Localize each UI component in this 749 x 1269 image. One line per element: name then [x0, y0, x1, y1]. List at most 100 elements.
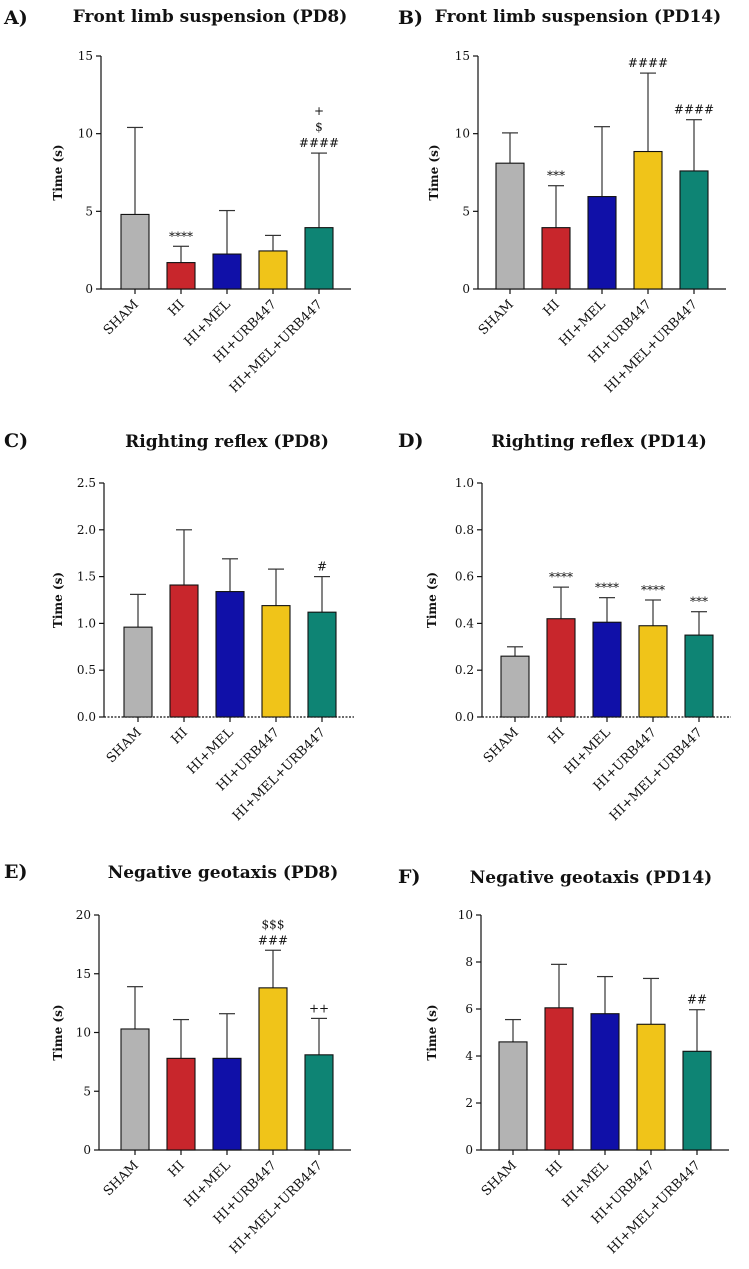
- significance-label: $$$: [262, 917, 285, 931]
- y-tick-label: 5: [85, 204, 93, 218]
- y-tick-label: 2: [465, 1096, 473, 1110]
- significance-label: ***: [547, 169, 565, 183]
- significance-label: ***: [690, 595, 708, 609]
- y-tick-label: 5: [83, 1084, 91, 1098]
- bar-hi: [166, 1057, 196, 1151]
- chart-title: Front limb suspension (PD14): [435, 7, 721, 27]
- y-tick-label: 10: [458, 908, 473, 922]
- x-tick-label-hi-plus-mel-plus-urb447: HI+MEL+URB447: [602, 297, 701, 396]
- bar-sham: [123, 626, 153, 718]
- y-tick-label: 0.8: [455, 523, 474, 537]
- bar-hi-plus-urb447: [636, 1023, 666, 1151]
- x-tick-label-sham: SHAM: [476, 297, 517, 338]
- y-tick-label: 10: [455, 127, 470, 141]
- x-tick-label-hi-plus-mel-plus-urb447: HI+MEL+URB447: [227, 297, 326, 396]
- bar-sham: [120, 213, 150, 290]
- bar-hi-plus-mel-plus-urb447: [307, 611, 337, 718]
- significance-label: ****: [641, 583, 665, 597]
- significance-label: ##: [687, 993, 707, 1007]
- y-tick-label: 6: [465, 1002, 473, 1016]
- significance-label: ****: [169, 229, 193, 243]
- significance-label: ++: [309, 1001, 329, 1015]
- y-axis-label: Time (s): [51, 144, 65, 200]
- y-tick-label: 0: [462, 282, 470, 296]
- bar-hi: [544, 1007, 574, 1151]
- bar-hi: [546, 618, 576, 718]
- panel-letter: A): [3, 7, 28, 29]
- x-tick-label-sham: SHAM: [481, 725, 522, 766]
- significance-label: ****: [595, 581, 619, 595]
- y-tick-label: 10: [78, 127, 93, 141]
- y-tick-label: 2.5: [77, 476, 96, 490]
- significance-label: #: [317, 560, 327, 574]
- panel-c-chart: C) Righting reflex (PD8) Time (s) 0.0 0.5 1.0…: [4, 430, 354, 824]
- y-axis-label: Time (s): [51, 572, 65, 628]
- x-tick-label-hi-plus-mel-plus-urb447: HI+MEL+URB447: [605, 1158, 704, 1257]
- chart-title: Righting reflex (PD14): [491, 432, 707, 452]
- y-axis-label: Time (s): [425, 1004, 439, 1060]
- chart-title: Front limb suspension (PD8): [73, 7, 348, 27]
- x-tick-label-hi-plus-mel-plus-urb447: HI+MEL+URB447: [227, 1158, 326, 1257]
- y-tick-label: 0.0: [455, 710, 474, 724]
- bar-sham: [495, 162, 525, 290]
- y-axis-label: Time (s): [427, 144, 441, 200]
- panel-d-chart: D) Righting reflex (PD14) Time (s) 0.0 0.2 0.…: [398, 430, 731, 824]
- x-tick-label-hi: HI: [541, 297, 563, 319]
- y-tick-label: 0: [465, 1143, 473, 1157]
- y-axis-label: Time (s): [425, 572, 439, 628]
- y-tick-label: 10: [76, 1026, 91, 1040]
- bar-hi-plus-mel-plus-urb447: [684, 634, 714, 718]
- y-tick-label: 1.0: [455, 476, 474, 490]
- bar-sham: [120, 1028, 150, 1151]
- y-tick-label: 8: [465, 955, 473, 969]
- y-tick-label: 0.6: [455, 570, 474, 584]
- bar-hi: [541, 227, 571, 290]
- significance-label: ####: [674, 103, 714, 117]
- bar-hi-plus-mel-plus-urb447: [304, 227, 334, 290]
- y-tick-label: 0.4: [455, 616, 474, 630]
- chart-title: Negative geotaxis (PD8): [108, 863, 339, 883]
- y-tick-label: 4: [465, 1049, 473, 1063]
- bar-hi-plus-urb447: [633, 150, 663, 290]
- panel-letter: E): [4, 861, 27, 883]
- y-tick-label: 5: [462, 204, 470, 218]
- bar-hi: [166, 262, 196, 290]
- significance-label: ####: [299, 136, 339, 150]
- y-axis-label: Time (s): [51, 1004, 65, 1060]
- y-tick-label: 0.0: [77, 710, 96, 724]
- significance-label: ####: [628, 56, 668, 70]
- x-tick-label-hi-plus-mel-plus-urb447: HI+MEL+URB447: [607, 725, 706, 824]
- significance-label: ###: [258, 933, 288, 947]
- x-tick-label-hi: HI: [546, 725, 568, 747]
- significance-label: $: [315, 120, 323, 134]
- bar-hi-plus-urb447: [258, 987, 288, 1151]
- x-tick-label-hi: HI: [166, 297, 188, 319]
- x-tick-label-hi: HI: [169, 725, 191, 747]
- bar-hi-plus-mel-plus-urb447: [682, 1050, 712, 1151]
- x-tick-label-sham: SHAM: [101, 297, 142, 338]
- x-tick-label-hi: HI: [544, 1158, 566, 1180]
- panel-e-chart: E) Negative geotaxis (PD8) Time (s) 0 5 10 15 2…: [4, 861, 351, 1257]
- panel-letter: D): [398, 430, 423, 452]
- y-tick-label: 20: [76, 908, 91, 922]
- x-tick-label-hi-plus-mel-plus-urb447: HI+MEL+URB447: [230, 725, 329, 824]
- bar-hi-plus-urb447: [261, 605, 291, 718]
- bar-sham: [498, 1041, 528, 1151]
- y-tick-label: 2.0: [77, 523, 96, 537]
- bar-hi-plus-mel-plus-urb447: [304, 1054, 334, 1151]
- panel-letter: B): [398, 7, 423, 29]
- x-tick-label-sham: SHAM: [101, 1158, 142, 1199]
- bar-hi-plus-mel: [587, 196, 617, 290]
- significance-label: +: [314, 104, 324, 118]
- bar-hi-plus-mel: [590, 1013, 620, 1151]
- y-tick-label: 1.5: [77, 570, 96, 584]
- bar-sham: [500, 655, 530, 718]
- bar-hi: [169, 584, 199, 718]
- bar-hi-plus-mel: [212, 1057, 242, 1151]
- y-tick-label: 15: [78, 49, 93, 63]
- panel-letter: F): [398, 866, 420, 888]
- y-tick-label: 0: [83, 1143, 91, 1157]
- chart-title: Righting reflex (PD8): [125, 432, 329, 452]
- panel-f-chart: F) Negative geotaxis (PD14) Time (s) 0 2 4 6 8 1…: [398, 866, 729, 1257]
